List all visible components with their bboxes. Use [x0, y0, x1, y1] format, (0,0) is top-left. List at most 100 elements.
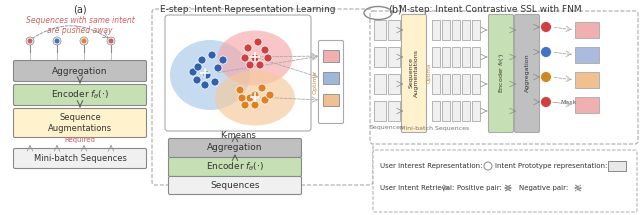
Ellipse shape	[170, 40, 250, 110]
Text: Optima: Optima	[313, 70, 318, 94]
Circle shape	[244, 44, 252, 52]
Circle shape	[203, 71, 211, 79]
Circle shape	[238, 94, 246, 102]
Bar	[575, 97, 599, 113]
FancyBboxPatch shape	[319, 40, 344, 123]
Text: Aggregation: Aggregation	[207, 143, 263, 152]
Circle shape	[241, 101, 249, 109]
Text: Negative pair:: Negative pair:	[519, 185, 568, 191]
FancyBboxPatch shape	[370, 11, 638, 144]
Bar	[323, 72, 339, 84]
Circle shape	[251, 101, 259, 109]
Bar	[462, 101, 470, 121]
Circle shape	[261, 46, 269, 54]
Text: Positive pair:: Positive pair:	[457, 185, 502, 191]
Text: K-means: K-means	[220, 131, 256, 140]
Text: Mask: Mask	[560, 100, 576, 104]
Circle shape	[236, 86, 244, 94]
FancyBboxPatch shape	[373, 150, 637, 212]
Circle shape	[109, 38, 113, 43]
Bar	[472, 74, 480, 94]
Text: Aggregation: Aggregation	[525, 54, 529, 92]
Circle shape	[81, 38, 86, 43]
FancyBboxPatch shape	[152, 9, 373, 185]
Ellipse shape	[215, 71, 295, 126]
Circle shape	[256, 61, 264, 69]
Circle shape	[261, 96, 269, 104]
Bar	[388, 101, 400, 121]
FancyBboxPatch shape	[13, 84, 147, 106]
Circle shape	[189, 68, 197, 76]
Circle shape	[53, 37, 61, 45]
Bar	[462, 74, 470, 94]
FancyBboxPatch shape	[401, 14, 426, 132]
Text: Sequence
Augmentations: Sequence Augmentations	[48, 113, 112, 133]
Text: User Intent Retrieval:: User Intent Retrieval:	[380, 185, 454, 191]
Bar	[442, 74, 450, 94]
FancyBboxPatch shape	[168, 138, 301, 158]
Text: Required: Required	[65, 137, 95, 143]
FancyBboxPatch shape	[168, 158, 301, 177]
Text: (a): (a)	[73, 5, 87, 15]
Bar	[575, 72, 599, 88]
Text: M-step: Intent Contrastive SSL with FNM: M-step: Intent Contrastive SSL with FNM	[399, 5, 581, 14]
Bar	[432, 20, 440, 40]
Text: (b): (b)	[388, 5, 402, 15]
Bar	[442, 20, 450, 40]
FancyBboxPatch shape	[13, 109, 147, 138]
Bar	[575, 22, 599, 38]
Bar	[432, 101, 440, 121]
Bar	[462, 47, 470, 67]
Circle shape	[541, 97, 552, 108]
Circle shape	[251, 54, 259, 62]
Bar	[374, 20, 386, 40]
FancyBboxPatch shape	[515, 14, 540, 132]
Bar	[323, 50, 339, 62]
Bar	[388, 47, 400, 67]
Circle shape	[198, 56, 206, 64]
Circle shape	[541, 22, 552, 32]
Circle shape	[211, 78, 219, 86]
Circle shape	[28, 38, 33, 43]
Bar	[388, 20, 400, 40]
Bar	[374, 47, 386, 67]
Text: Sequences: Sequences	[211, 181, 260, 190]
Circle shape	[80, 37, 88, 45]
Circle shape	[266, 91, 274, 99]
Circle shape	[246, 94, 254, 102]
Text: User Interest Representation:: User Interest Representation:	[380, 163, 483, 169]
Bar	[323, 94, 339, 106]
Circle shape	[541, 72, 552, 83]
FancyBboxPatch shape	[13, 60, 147, 81]
Bar	[452, 74, 460, 94]
Bar	[452, 20, 460, 40]
Text: Encoder $f_{\theta}(\cdot)$: Encoder $f_{\theta}(\cdot)$	[51, 89, 109, 101]
Circle shape	[194, 63, 202, 71]
Text: Sequences with same intent
are pushed away: Sequences with same intent are pushed aw…	[26, 16, 134, 35]
Text: Encoder $f_{\theta}(\cdot)$: Encoder $f_{\theta}(\cdot)$	[206, 161, 264, 173]
Circle shape	[107, 37, 115, 45]
Circle shape	[193, 76, 201, 84]
Bar	[462, 20, 470, 40]
Bar	[432, 47, 440, 67]
FancyBboxPatch shape	[13, 149, 147, 169]
Circle shape	[246, 61, 254, 69]
Text: Aggregation: Aggregation	[52, 66, 108, 75]
Text: E-step: Intent Representation Learning: E-step: Intent Representation Learning	[160, 5, 336, 14]
Text: Mini-batch Sequences: Mini-batch Sequences	[33, 154, 127, 163]
Bar	[472, 101, 480, 121]
Text: Mini-batch Sequences: Mini-batch Sequences	[401, 126, 470, 131]
Circle shape	[264, 54, 272, 62]
Circle shape	[201, 81, 209, 89]
FancyBboxPatch shape	[488, 14, 513, 132]
Bar	[388, 74, 400, 94]
Text: Sequence
Augmentations: Sequence Augmentations	[408, 49, 419, 97]
Text: Intent Prototype representation:: Intent Prototype representation:	[495, 163, 607, 169]
Circle shape	[241, 54, 249, 62]
Circle shape	[258, 84, 266, 92]
Bar	[432, 74, 440, 94]
Text: Optima: Optima	[427, 63, 432, 83]
Circle shape	[254, 38, 262, 46]
Bar	[452, 101, 460, 121]
Bar	[472, 20, 480, 40]
